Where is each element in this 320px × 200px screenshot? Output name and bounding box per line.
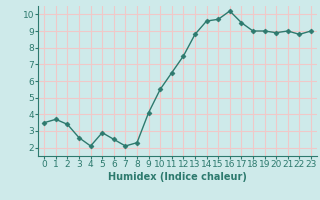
X-axis label: Humidex (Indice chaleur): Humidex (Indice chaleur) — [108, 172, 247, 182]
